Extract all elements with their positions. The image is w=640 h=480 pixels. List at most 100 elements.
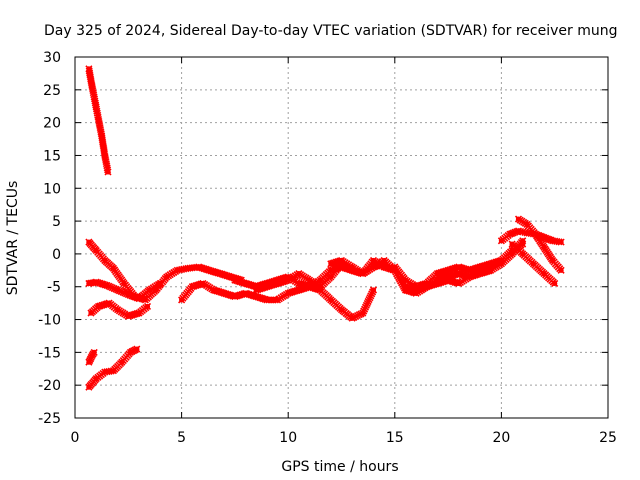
data-point: [110, 265, 116, 271]
data-point: [456, 280, 462, 287]
data-point: [136, 295, 142, 302]
data-point: [242, 280, 249, 287]
data-point: [306, 277, 313, 283]
data-point: [221, 290, 227, 296]
data-point: [185, 265, 191, 271]
series-trace-4: [87, 299, 152, 320]
data-point: [530, 261, 536, 267]
data-point: [328, 297, 334, 303]
data-point: [264, 297, 270, 303]
data-point: [558, 239, 564, 245]
series-trace-12: [401, 240, 527, 294]
data-point: [253, 293, 259, 300]
data-point: [88, 310, 94, 316]
data-point: [164, 274, 170, 280]
chart-title: Day 325 of 2024, Sidereal Day-to-day VTE…: [44, 23, 618, 39]
data-point: [524, 221, 530, 227]
data-point: [99, 133, 105, 139]
data-point: [93, 376, 99, 382]
data-point: [349, 315, 355, 321]
data-point: [413, 287, 419, 293]
data-point: [360, 310, 366, 316]
series-trace-14: [514, 215, 565, 274]
data-point: [424, 284, 430, 290]
data-point: [541, 271, 547, 277]
data-point: [507, 231, 513, 237]
data-point: [370, 264, 377, 270]
data-point: [532, 231, 539, 237]
data-point: [95, 303, 102, 310]
data-point: [92, 100, 98, 106]
data-point: [558, 267, 564, 273]
y-tick-label: 25: [43, 83, 61, 99]
data-point: [119, 359, 125, 365]
axis-ticks: 0 5 10 15 20 25 -25 -20 -15 -10 -5 0 5 10 15 20 25 30: [38, 50, 617, 446]
x-axis-label: GPS time / hours: [281, 459, 398, 475]
data-point: [456, 271, 462, 277]
data-point: [93, 279, 99, 285]
data-point: [110, 368, 116, 374]
data-point: [232, 277, 238, 283]
data-point: [456, 264, 462, 270]
x-tick-label: 25: [599, 430, 617, 446]
data-point: [296, 280, 302, 287]
data-point: [86, 384, 92, 390]
data-point: [127, 349, 134, 355]
data-point: [136, 310, 142, 316]
data-point: [86, 359, 92, 365]
data-point: [445, 267, 451, 273]
y-tick-label: 15: [43, 148, 61, 164]
series-trace-13: [497, 227, 565, 246]
data-point: [402, 284, 409, 290]
data-point: [95, 116, 102, 122]
grid-lines: [75, 57, 608, 418]
y-tick-label: -15: [38, 345, 61, 361]
data-point: [520, 251, 526, 257]
x-tick-label: 15: [386, 430, 404, 446]
data-point: [86, 280, 92, 287]
y-tick-label: -10: [38, 313, 61, 329]
series-trace-1: [85, 65, 112, 176]
data-point: [147, 287, 153, 293]
data-point: [498, 257, 504, 264]
data-point: [381, 257, 387, 264]
data-point: [206, 267, 212, 273]
x-tick-label: 5: [177, 430, 186, 446]
x-tick-label: 10: [279, 430, 297, 446]
series-trace-15: [508, 240, 559, 287]
data-point: [105, 169, 111, 175]
data-point: [317, 284, 323, 290]
data-point: [296, 287, 302, 293]
data-point: [115, 307, 121, 313]
data-point: [102, 369, 108, 375]
data-point: [434, 280, 441, 287]
y-tick-label: 30: [43, 50, 61, 66]
data-point: [134, 346, 140, 352]
data-point: [488, 264, 494, 270]
data-point: [285, 277, 291, 283]
y-tick-label: 20: [43, 116, 61, 132]
data-point: [115, 287, 121, 293]
y-tick-label: 5: [52, 214, 61, 230]
data-point: [434, 271, 441, 277]
data-point: [549, 238, 556, 244]
data-point: [515, 216, 522, 222]
data-point: [89, 83, 95, 90]
y-tick-label: -5: [47, 280, 61, 296]
data-point: [549, 257, 556, 264]
data-point: [296, 271, 302, 277]
plot-frame: [74, 56, 609, 419]
data-point: [189, 284, 195, 290]
data-point: [274, 280, 281, 287]
data-point: [498, 238, 504, 244]
data-point: [106, 300, 112, 306]
data-point: [102, 257, 108, 264]
data-point: [91, 349, 97, 355]
data-point: [157, 280, 163, 287]
data-point: [285, 290, 291, 296]
data-point: [466, 274, 473, 280]
data-point: [242, 290, 249, 296]
data-point: [102, 152, 108, 159]
series-trace-5: [85, 348, 98, 366]
data-point: [144, 303, 151, 310]
